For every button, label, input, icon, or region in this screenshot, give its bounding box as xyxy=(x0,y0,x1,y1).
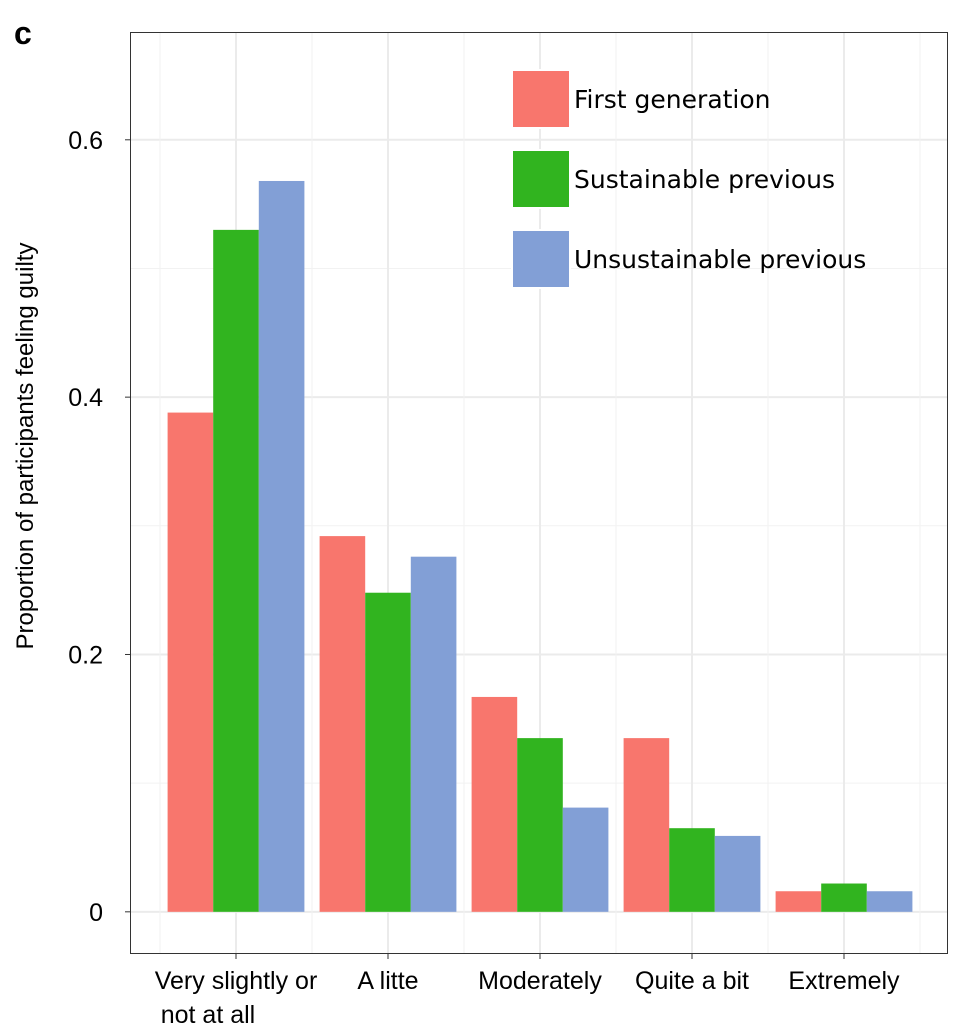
bar-first-generation xyxy=(623,738,670,912)
plot-panel-border xyxy=(130,32,948,954)
bar-first-generation xyxy=(471,696,518,912)
bar-sustainable-previous xyxy=(821,883,867,912)
bar-sustainable-previous xyxy=(669,828,715,912)
bar-sustainable-previous xyxy=(517,738,563,912)
y-axis: 0 0.2 0.4 0.6 xyxy=(68,127,131,927)
y-axis-title: Proportion of participants feeling guilt… xyxy=(12,243,39,650)
legend-key xyxy=(513,71,569,127)
bar-unsustainable-previous xyxy=(258,180,305,912)
bar-unsustainable-previous xyxy=(714,835,761,912)
x-tick-label: Very slightly or not at all xyxy=(155,967,318,1027)
bar-first-generation xyxy=(319,536,366,912)
bar-first-generation xyxy=(167,412,214,912)
x-axis: Very slightly or not at all A litte Moderat… xyxy=(155,953,900,1027)
bar-first-generation xyxy=(775,891,822,912)
bar-unsustainable-previous xyxy=(562,807,609,912)
x-tick-label: A litte xyxy=(357,967,418,995)
x-tick-label: Moderately xyxy=(478,967,602,995)
bar-unsustainable-previous xyxy=(866,891,913,912)
legend-label: Unsustainable previous xyxy=(574,245,866,274)
panel-letter: c xyxy=(14,15,32,51)
y-tick-label: 0.2 xyxy=(68,641,103,669)
y-tick-label: 0 xyxy=(89,899,103,927)
legend-label: Sustainable previous xyxy=(574,165,835,194)
bar-sustainable-previous xyxy=(213,229,259,912)
x-tick-label: Quite a bit xyxy=(635,967,749,995)
legend-key xyxy=(513,151,569,207)
bar-unsustainable-previous xyxy=(410,556,457,912)
legend-label: First generation xyxy=(574,85,771,114)
y-tick-label: 0.6 xyxy=(68,127,103,155)
legend-key xyxy=(513,231,569,287)
bars xyxy=(167,180,913,912)
y-tick-label: 0.4 xyxy=(68,384,103,412)
x-tick-label: Extremely xyxy=(788,967,900,995)
legend: First generation Sustainable previous Unsu… xyxy=(511,69,866,289)
bar-sustainable-previous xyxy=(365,592,411,912)
